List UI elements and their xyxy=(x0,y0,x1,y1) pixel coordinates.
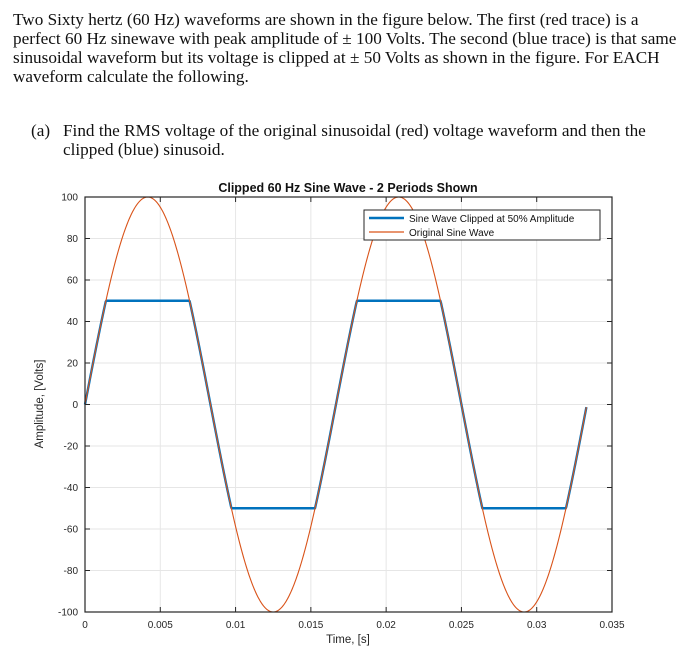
x-tick-label: 0.005 xyxy=(148,620,173,631)
x-axis-label: Time, [s] xyxy=(326,634,370,646)
y-tick-label: -40 xyxy=(64,483,79,494)
chart-grid xyxy=(84,196,613,613)
original-sine-trace xyxy=(84,196,587,613)
chart-title: Clipped 60 Hz Sine Wave - 2 Periods Show… xyxy=(218,181,477,195)
x-tick-label: 0.01 xyxy=(226,620,246,631)
y-tick-label: -100 xyxy=(58,608,78,619)
y-tick-label: 80 xyxy=(67,234,79,245)
chart-legend: Sine Wave Clipped at 50% Amplitude Origi… xyxy=(363,209,601,241)
chart-axes: 0 0.005 0.01 0.015 0.02 0.025 0.03 0.035 100 80 60… xyxy=(58,193,625,632)
x-tick-label: 0.025 xyxy=(449,620,474,631)
x-tick-label: 0.02 xyxy=(376,620,396,631)
y-axis-label: Amplitude, [Volts] xyxy=(34,360,46,449)
x-tick-label: 0.03 xyxy=(527,620,547,631)
legend-label-original: Original Sine Wave xyxy=(409,228,495,239)
axes-box xyxy=(84,196,613,613)
y-tick-label: -20 xyxy=(64,442,79,453)
x-tick-label: 0.015 xyxy=(298,620,323,631)
question-a: (a) Find the RMS voltage of the original… xyxy=(31,121,676,159)
y-tick-label: -60 xyxy=(64,525,79,536)
y-tick-label: -80 xyxy=(64,566,79,577)
y-tick-label: 60 xyxy=(67,276,79,287)
y-tick-label: 40 xyxy=(67,317,79,328)
legend-box xyxy=(363,209,601,241)
legend-label-clipped: Sine Wave Clipped at 50% Amplitude xyxy=(409,214,575,225)
y-tick-label: 100 xyxy=(61,193,78,204)
intro-paragraph: Two Sixty hertz (60 Hz) waveforms are sh… xyxy=(13,10,677,86)
y-tick-label: 20 xyxy=(67,359,79,370)
question-a-label: (a) xyxy=(31,121,51,140)
x-tick-label: 0.035 xyxy=(599,620,624,631)
question-a-text: Find the RMS voltage of the original sin… xyxy=(63,121,646,159)
chart-plot-area xyxy=(83,196,588,613)
x-tick-label: 0 xyxy=(82,620,88,631)
y-tick-label: 0 xyxy=(72,400,78,411)
